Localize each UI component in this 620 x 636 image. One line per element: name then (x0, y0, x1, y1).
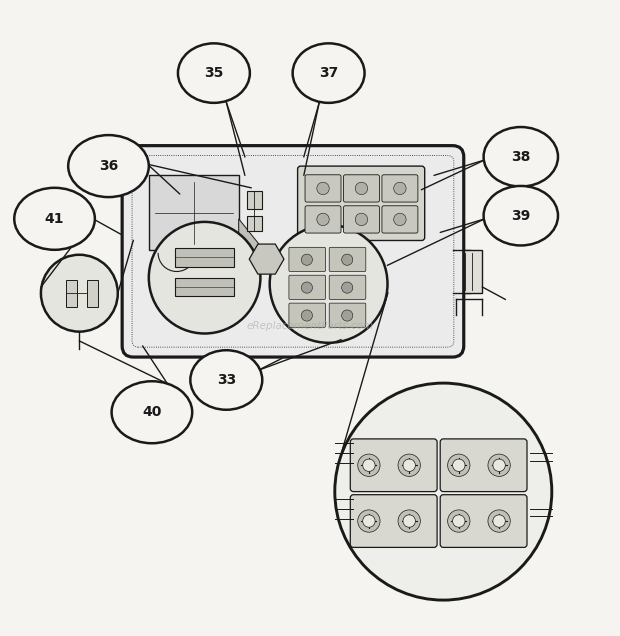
Circle shape (301, 282, 312, 293)
Text: 37: 37 (319, 66, 339, 80)
Text: 36: 36 (99, 159, 118, 173)
Polygon shape (239, 219, 264, 250)
FancyBboxPatch shape (382, 206, 418, 233)
Circle shape (394, 213, 406, 226)
Bar (464, 250, 482, 293)
FancyBboxPatch shape (343, 206, 379, 233)
Circle shape (301, 254, 312, 265)
Circle shape (488, 510, 510, 532)
Circle shape (488, 454, 510, 476)
FancyBboxPatch shape (329, 247, 366, 272)
FancyBboxPatch shape (440, 495, 527, 548)
Circle shape (342, 310, 353, 321)
Circle shape (398, 510, 420, 532)
Circle shape (358, 510, 380, 532)
Circle shape (355, 183, 368, 195)
Circle shape (394, 183, 406, 195)
FancyBboxPatch shape (350, 439, 437, 492)
Circle shape (41, 255, 118, 331)
FancyBboxPatch shape (289, 303, 326, 328)
Text: 38: 38 (511, 150, 531, 164)
Ellipse shape (14, 188, 95, 250)
Ellipse shape (484, 186, 558, 245)
Circle shape (317, 213, 329, 226)
Text: 35: 35 (204, 66, 224, 80)
Circle shape (453, 515, 465, 527)
Bar (175, 248, 234, 266)
FancyBboxPatch shape (343, 175, 379, 202)
FancyBboxPatch shape (122, 146, 464, 357)
Circle shape (398, 454, 420, 476)
Circle shape (355, 213, 368, 226)
FancyBboxPatch shape (289, 275, 326, 300)
FancyBboxPatch shape (382, 175, 418, 202)
Circle shape (317, 183, 329, 195)
FancyBboxPatch shape (305, 206, 341, 233)
Circle shape (301, 310, 312, 321)
Ellipse shape (190, 350, 262, 410)
Bar (175, 278, 234, 296)
Circle shape (342, 282, 353, 293)
Circle shape (403, 515, 415, 527)
Ellipse shape (484, 127, 558, 186)
Circle shape (363, 459, 375, 471)
Polygon shape (249, 244, 284, 274)
Circle shape (270, 225, 388, 343)
Bar (247, 216, 262, 232)
Bar (87, 280, 98, 307)
Circle shape (149, 222, 260, 333)
Circle shape (358, 454, 380, 476)
FancyBboxPatch shape (298, 166, 425, 240)
Text: eReplacementParts.com: eReplacementParts.com (246, 321, 374, 331)
Circle shape (493, 459, 505, 471)
Circle shape (342, 254, 353, 265)
Circle shape (493, 515, 505, 527)
FancyBboxPatch shape (289, 247, 326, 272)
Circle shape (448, 454, 470, 476)
Ellipse shape (112, 381, 192, 443)
Circle shape (453, 459, 465, 471)
Bar (247, 191, 262, 209)
Circle shape (335, 383, 552, 600)
Circle shape (403, 459, 415, 471)
Text: 39: 39 (511, 209, 531, 223)
FancyBboxPatch shape (329, 275, 366, 300)
Ellipse shape (178, 43, 250, 103)
Bar (149, 176, 239, 250)
Circle shape (363, 515, 375, 527)
Ellipse shape (293, 43, 365, 103)
Circle shape (448, 510, 470, 532)
Text: 41: 41 (45, 212, 64, 226)
Text: 40: 40 (142, 405, 162, 419)
FancyBboxPatch shape (350, 495, 437, 548)
FancyBboxPatch shape (329, 303, 366, 328)
FancyBboxPatch shape (305, 175, 341, 202)
Ellipse shape (68, 135, 149, 197)
FancyBboxPatch shape (440, 439, 527, 492)
Bar (66, 280, 77, 307)
Text: 33: 33 (216, 373, 236, 387)
